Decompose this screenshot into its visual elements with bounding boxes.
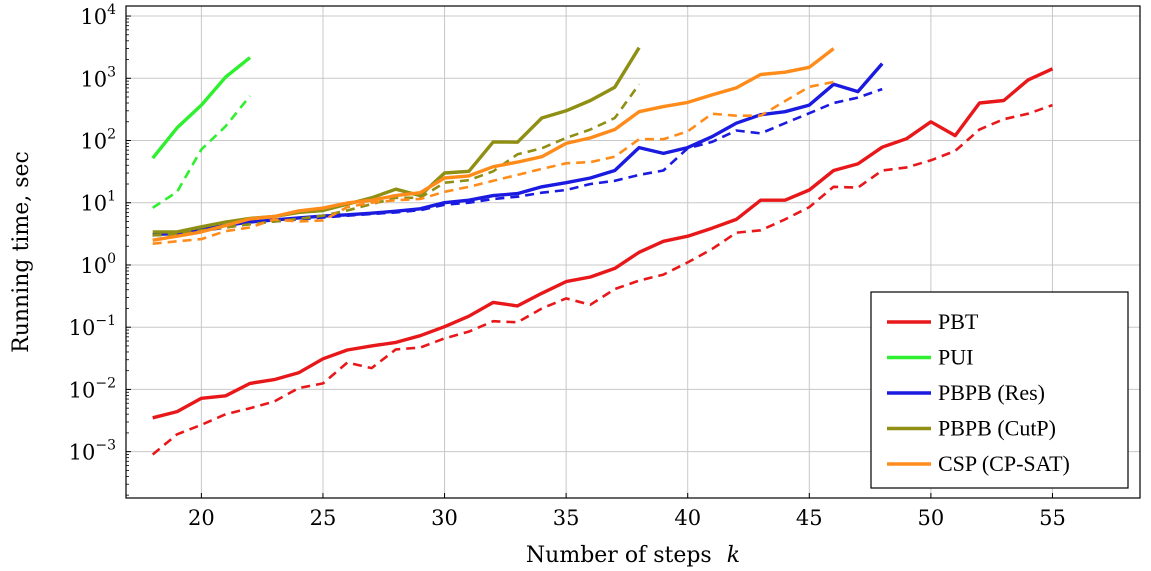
y-axis-ticks: 10−3 10−2 10−1 100 101 102 103 104 [69,2,131,496]
series-line-dashed-3 [151,95,252,209]
y-tick-label: 100 [80,251,116,278]
x-tick-label: 45 [796,506,823,530]
series-layer [151,46,1054,456]
series-line-pbpb-res [152,62,884,237]
legend-label: PBPB (CutP) [938,416,1056,441]
x-tick-label: 40 [674,506,701,530]
x-tick-label: 55 [1039,506,1066,530]
x-axis-title: Number of steps k [526,543,740,568]
y-tick-label: 104 [80,2,116,29]
y-tick-label: 103 [80,64,116,91]
legend: PBT PUI PBPB (Res) PBPB (CutP) CSP (CP-SAT) [870,291,1129,489]
legend-label: PBT [938,309,979,334]
x-tick-label: 20 [188,506,215,530]
series-line-pbpb-cutp [152,46,641,234]
plot-frame [125,5,1141,499]
series-line-pbt [152,67,1054,420]
series-line-dashed-1 [151,103,1053,456]
y-tick-label: 10−1 [69,313,116,340]
series-line-dashed-7 [152,83,641,237]
x-axis-ticks: 20 25 30 35 40 45 50 55 [188,493,1066,530]
legend-label: PBPB (Res) [938,380,1045,405]
x-axis-title-text: Number of steps [526,543,712,568]
legend-label: CSP (CP-SAT) [938,451,1070,476]
y-tick-label: 10−3 [69,438,116,465]
series-line-dashed-9 [152,80,834,245]
x-tick-label: 30 [431,506,458,530]
y-tick-label: 102 [80,127,116,154]
y-tick-label: 10−2 [69,375,116,402]
y-tick-label: 101 [80,189,116,216]
legend-box [870,291,1129,489]
series-line-pui [151,56,252,160]
legend-label: PUI [938,345,973,370]
x-axis-title-var: k [727,543,740,568]
x-tick-label: 25 [310,506,337,530]
y-axis-title: Running time, sec [9,151,34,353]
x-tick-label: 50 [918,506,945,530]
series-line-csp-cp-sat [152,47,835,242]
x-tick-label: 35 [553,506,580,530]
